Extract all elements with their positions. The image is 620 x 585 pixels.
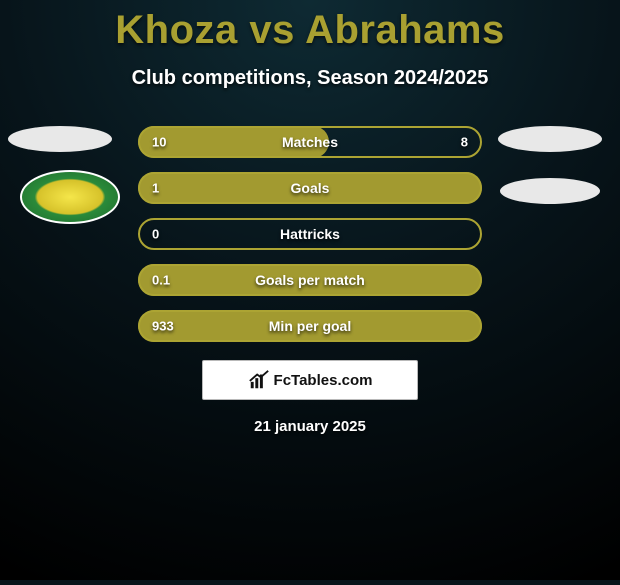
stat-row: 10 8 Matches: [138, 126, 482, 158]
stat-left-value: 0: [152, 227, 159, 242]
stat-row: 0 Hattricks: [138, 218, 482, 250]
source-logo: FcTables.com: [202, 360, 418, 400]
stat-label: Hattricks: [280, 226, 340, 242]
stat-label: Goals per match: [255, 272, 365, 288]
stat-row: 0.1 Goals per match: [138, 264, 482, 296]
stat-left-value: 10: [152, 135, 166, 150]
page-title: Khoza vs Abrahams: [115, 8, 504, 53]
stats-chart: 10 8 Matches 1 Goals 0 Hattricks 0.1 Goals per m…: [0, 126, 620, 342]
bar-chart-icon: [248, 369, 270, 391]
title-right: Abrahams: [305, 8, 505, 52]
title-left: Khoza: [115, 8, 238, 52]
source-logo-text: FcTables.com: [274, 372, 373, 389]
stat-label: Matches: [282, 134, 338, 150]
stat-label: Goals: [291, 180, 330, 196]
stat-row: 933 Min per goal: [138, 310, 482, 342]
stat-label: Min per goal: [269, 318, 351, 334]
subtitle: Club competitions, Season 2024/2025: [132, 67, 489, 90]
stat-right-value: 8: [461, 135, 468, 150]
date-text: 21 january 2025: [254, 418, 366, 435]
stat-row: 1 Goals: [138, 172, 482, 204]
stat-left-value: 1: [152, 181, 159, 196]
stat-left-value: 933: [152, 319, 174, 334]
title-vs: vs: [249, 8, 295, 52]
stat-left-value: 0.1: [152, 273, 170, 288]
content-root: Khoza vs Abrahams Club competitions, Sea…: [0, 0, 620, 580]
